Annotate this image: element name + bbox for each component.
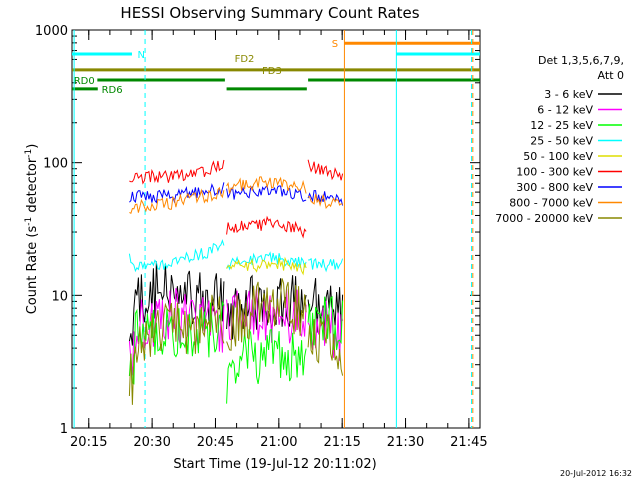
- flag-label-fd3: FD3: [262, 66, 282, 77]
- axis-ticks: 20:15 20:30 20:45 21:00 21:15 21:30 21:45 1 10 10…: [35, 24, 488, 450]
- y-axis-label-part: ): [25, 144, 40, 149]
- series-line-8: [128, 278, 344, 405]
- x-axis-label: Start Time (19-Jul-12 20:11:02): [173, 457, 376, 472]
- plot-frame: [71, 29, 481, 429]
- flag-label-rd0: RD0: [74, 76, 95, 87]
- x-tick-label: 21:30: [387, 435, 424, 450]
- legend-entry-label: 50 - 100 keV: [523, 150, 593, 163]
- flag-label-fd2: FD2: [235, 54, 255, 65]
- series-lines: [128, 159, 344, 405]
- x-tick-label: 20:45: [197, 435, 234, 450]
- y-axis-label: Count Rate (s-1 detector-1): [24, 144, 40, 315]
- chart-title: HESSI Observing Summary Count Rates: [120, 4, 419, 22]
- legend-entry-label: 800 - 7000 keV: [509, 197, 593, 210]
- series-line-4: [226, 256, 307, 276]
- legend-entry-label: 300 - 800 keV: [516, 181, 593, 194]
- x-tick-label: 21:45: [450, 435, 487, 450]
- y-tick-label: 100: [43, 157, 68, 172]
- timestamp-stamp: 20-Jul-2012 16:32: [560, 469, 632, 478]
- legend-entry-label: 100 - 300 keV: [516, 166, 593, 179]
- flag-bars: N S FD2 FD3 RD0 RD6: [72, 39, 480, 96]
- flag-label-n: N: [137, 50, 144, 61]
- x-tick-label: 21:15: [323, 435, 360, 450]
- y-tick-label: 1: [60, 422, 68, 437]
- y-tick-label: 1000: [35, 24, 68, 39]
- series-line-5: [129, 159, 344, 239]
- vertical-markers: [73, 30, 474, 428]
- x-tick-label: 20:15: [70, 435, 107, 450]
- legend-header: Att 0: [598, 69, 624, 82]
- y-axis-label-part: -1: [24, 149, 34, 158]
- legend-entry-label: 7000 - 20000 keV: [495, 212, 593, 225]
- legend-entry-label: 3 - 6 keV: [544, 88, 593, 101]
- series-line-3: [128, 239, 344, 273]
- flag-label-s: S: [332, 39, 338, 50]
- y-axis-label-part: detector: [25, 157, 40, 217]
- x-tick-label: 21:00: [260, 435, 297, 450]
- legend-entry-label: 25 - 50 keV: [530, 135, 593, 148]
- y-tick-label: 10: [51, 289, 68, 304]
- y-axis-label-part: Count Rate (s: [25, 226, 40, 315]
- legend-entry-label: 6 - 12 keV: [537, 104, 593, 117]
- y-axis-label-part: -1: [24, 217, 34, 226]
- series-line-7: [129, 176, 343, 215]
- flag-label-rd6: RD6: [102, 85, 123, 96]
- x-tick-label: 20:30: [133, 435, 170, 450]
- legend-entry-label: 12 - 25 keV: [530, 119, 593, 132]
- legend: Det 1,3,5,6,7,9, Att 0 3 - 6 keV 6 - 12 keV…: [495, 54, 624, 225]
- legend-header: Det 1,3,5,6,7,9,: [538, 54, 624, 67]
